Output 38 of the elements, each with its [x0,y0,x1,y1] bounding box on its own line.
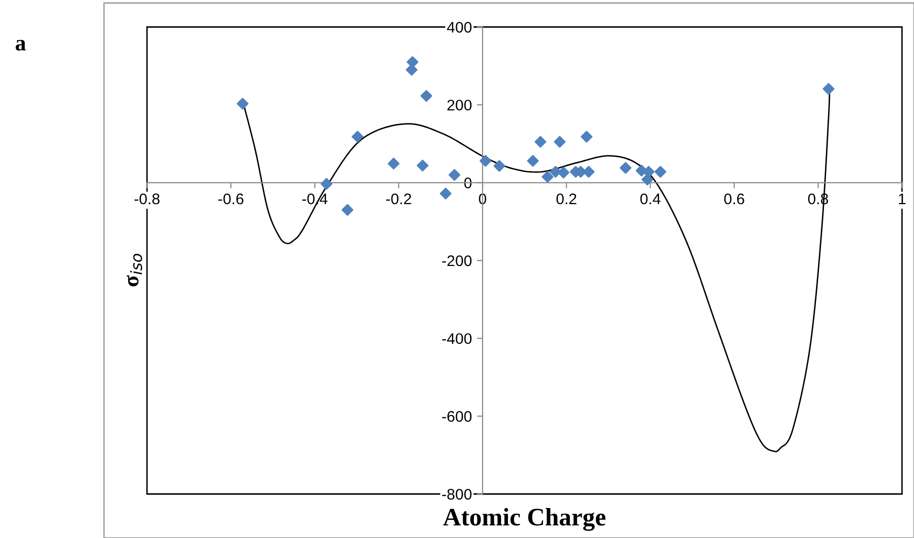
x-tick-label: -0.2 [386,193,412,204]
point [236,98,249,110]
point [388,158,400,170]
point [822,82,834,95]
point [580,130,592,143]
point [642,174,654,186]
point [493,160,506,172]
point [448,168,460,181]
x-tick-label: 0.6 [724,193,744,204]
x-tick-label: 0.2 [556,193,576,204]
y-tick-label: -800 [442,488,472,500]
y-tick-label: -200 [442,255,472,266]
point [542,170,554,183]
point [558,166,570,178]
point [654,166,666,178]
point [480,154,492,167]
point [342,204,354,216]
point [620,162,632,174]
point [534,136,546,148]
point [320,178,332,190]
x-tick-label: -0.6 [218,193,244,204]
y-tick-label: 0 [464,178,472,188]
y-axis-title: σ$_{iso}$ [126,254,142,286]
point [352,130,364,143]
point [554,136,566,148]
y-tick-label: 200 [447,100,472,111]
y-tick-label: -600 [442,411,472,422]
point [526,154,539,167]
x-axis-title: Atomic Charge [443,508,606,531]
x-tick-label: 1 [898,194,906,204]
point [420,90,432,102]
x-tick-label: 0.4 [640,193,661,204]
point [440,188,452,200]
y-tick-label: 400 [447,22,472,33]
y-tick-label: -400 [442,333,472,344]
text: a [16,40,26,51]
x-tick-label: -0.8 [134,193,160,204]
point [416,160,428,172]
